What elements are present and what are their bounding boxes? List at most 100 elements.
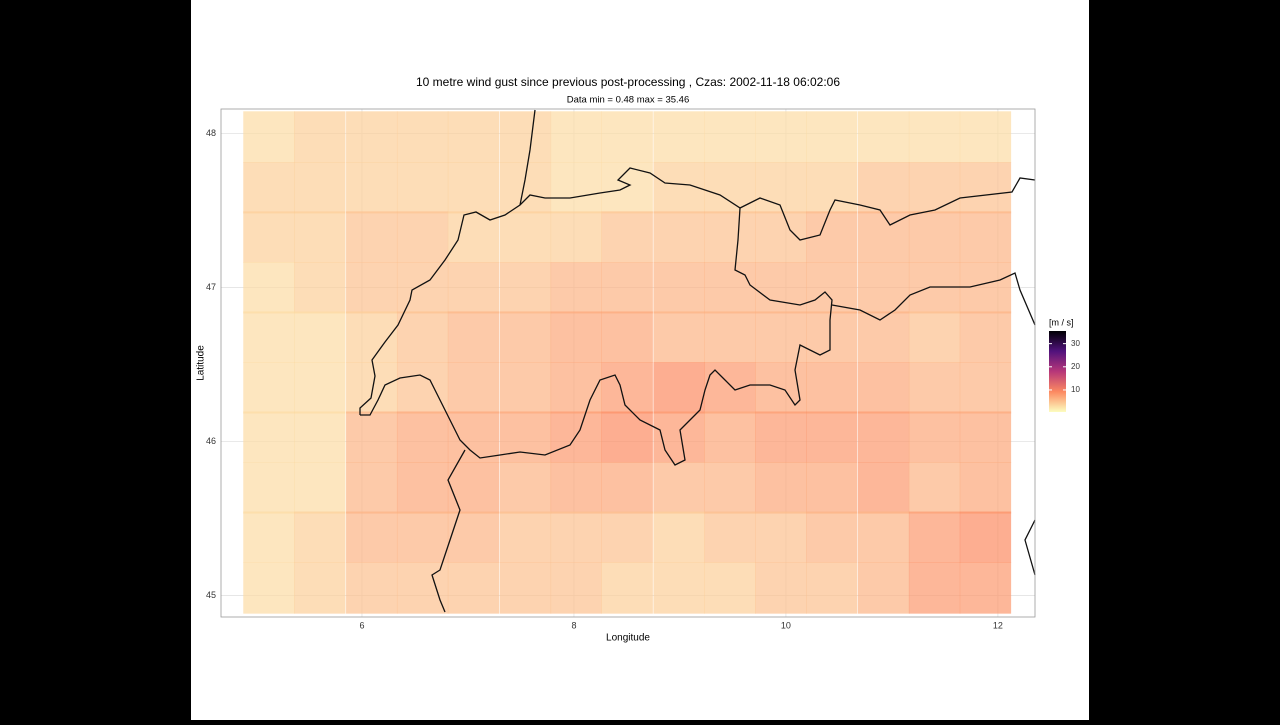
raster-cell bbox=[959, 562, 1012, 614]
legend-tick-label: 20 bbox=[1071, 362, 1080, 371]
raster-cell bbox=[243, 211, 295, 263]
raster-cell bbox=[857, 411, 910, 463]
raster-cell bbox=[959, 111, 1012, 163]
raster-cell bbox=[243, 562, 295, 614]
raster-cell bbox=[396, 111, 449, 163]
raster-cell bbox=[346, 211, 398, 263]
raster-cell bbox=[704, 111, 756, 163]
raster-cell bbox=[346, 511, 398, 563]
raster-cell bbox=[857, 162, 910, 214]
raster-cell bbox=[653, 211, 705, 263]
raster-cell bbox=[346, 411, 398, 463]
raster-cell bbox=[704, 362, 756, 414]
raster-cell bbox=[294, 262, 346, 314]
raster-cell bbox=[499, 162, 552, 214]
raster-cell bbox=[601, 262, 653, 314]
legend-tick-label: 30 bbox=[1071, 339, 1080, 348]
raster-cell bbox=[601, 311, 653, 363]
raster-cell bbox=[959, 411, 1012, 463]
raster-cell bbox=[806, 211, 858, 263]
raster-cell bbox=[396, 311, 449, 363]
raster-cell bbox=[857, 462, 910, 514]
raster-cell bbox=[346, 462, 398, 514]
raster-cell bbox=[704, 262, 756, 314]
raster-cell bbox=[396, 262, 449, 314]
raster-cell bbox=[550, 411, 603, 463]
raster-cell bbox=[908, 111, 961, 163]
raster-cell bbox=[499, 211, 552, 263]
raster-cell bbox=[396, 162, 449, 214]
raster-cell bbox=[396, 211, 449, 263]
raster-cell bbox=[755, 562, 807, 614]
raster-cell bbox=[857, 362, 910, 414]
raster-cell bbox=[806, 111, 858, 163]
raster-cell bbox=[243, 462, 295, 514]
raster-cell bbox=[806, 562, 858, 614]
raster-cell bbox=[908, 362, 961, 414]
colorbar bbox=[1049, 331, 1066, 412]
raster-cell bbox=[550, 511, 603, 563]
raster-cell bbox=[653, 111, 705, 163]
raster-cell bbox=[755, 511, 807, 563]
raster-cell bbox=[704, 162, 756, 214]
raster-cell bbox=[653, 311, 705, 363]
raster-cell bbox=[601, 462, 653, 514]
raster-cell bbox=[499, 362, 552, 414]
country-border bbox=[431, 449, 466, 613]
raster-cell bbox=[550, 262, 603, 314]
country-border bbox=[519, 109, 536, 206]
raster-cell bbox=[243, 362, 295, 414]
raster-cell bbox=[447, 362, 500, 414]
raster-cell bbox=[755, 111, 807, 163]
raster-cell bbox=[653, 362, 705, 414]
raster-cell bbox=[396, 362, 449, 414]
raster-cell bbox=[447, 462, 500, 514]
raster-cell bbox=[653, 462, 705, 514]
panel-border bbox=[220, 108, 1036, 618]
raster-cell bbox=[653, 511, 705, 563]
raster-cell bbox=[755, 462, 807, 514]
raster-cell bbox=[294, 411, 346, 463]
borders bbox=[359, 109, 1036, 613]
raster-cell bbox=[550, 211, 603, 263]
raster-cell bbox=[396, 511, 449, 563]
raster-cell bbox=[806, 311, 858, 363]
raster-cell bbox=[601, 362, 653, 414]
raster-cell bbox=[601, 162, 653, 214]
raster-cell bbox=[601, 211, 653, 263]
raster-cell bbox=[704, 311, 756, 363]
y-tick-label: 47 bbox=[206, 282, 216, 292]
raster-cell bbox=[806, 462, 858, 514]
y-tick-label: 48 bbox=[206, 128, 216, 138]
raster-cell bbox=[806, 362, 858, 414]
right-bar bbox=[1089, 0, 1280, 720]
raster-cell bbox=[447, 111, 500, 163]
raster-cell bbox=[959, 311, 1012, 363]
chart-title: 10 metre wind gust since previous post-p… bbox=[416, 75, 840, 89]
left-bar bbox=[0, 0, 191, 720]
raster-cell bbox=[243, 511, 295, 563]
raster-cell bbox=[447, 562, 500, 614]
raster-cell bbox=[550, 311, 603, 363]
coastline bbox=[1024, 519, 1036, 576]
raster-cell bbox=[550, 162, 603, 214]
raster-cell bbox=[243, 411, 295, 463]
country-border bbox=[739, 177, 1036, 241]
raster-cell bbox=[908, 311, 961, 363]
raster-cell bbox=[499, 262, 552, 314]
country-border bbox=[831, 272, 1036, 326]
raster-cell bbox=[499, 311, 552, 363]
raster-cell bbox=[959, 362, 1012, 414]
raster-cell bbox=[857, 111, 910, 163]
country-border bbox=[359, 167, 833, 466]
raster-cell bbox=[704, 562, 756, 614]
raster-cell bbox=[243, 262, 295, 314]
x-tick-label: 6 bbox=[359, 620, 364, 630]
raster-cell bbox=[959, 162, 1012, 214]
raster-cell bbox=[550, 462, 603, 514]
raster-cell bbox=[806, 511, 858, 563]
raster-cell bbox=[294, 311, 346, 363]
y-axis-label: Latitude bbox=[196, 345, 207, 381]
raster-cell bbox=[346, 562, 398, 614]
raster-cell bbox=[959, 211, 1012, 263]
